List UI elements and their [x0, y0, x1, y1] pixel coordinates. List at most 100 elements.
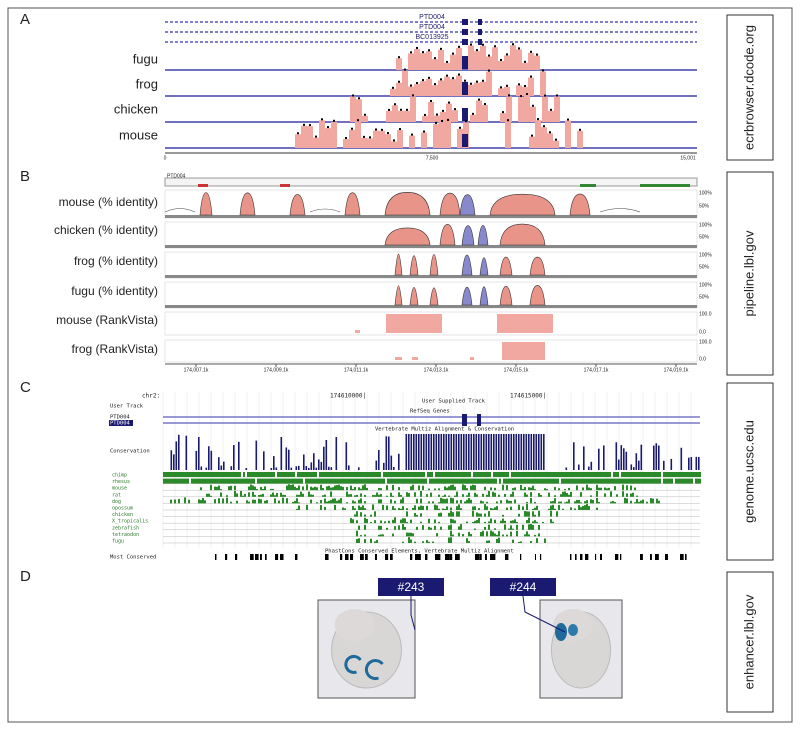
ucsc-label: X_tropicalis	[112, 519, 148, 525]
source-box	[726, 171, 774, 376]
alignment-bar	[348, 494, 350, 497]
dot	[333, 119, 335, 122]
alignment-bar	[474, 492, 476, 497]
dot	[454, 108, 456, 111]
conservation-bar	[390, 455, 393, 470]
conservation-bar	[205, 467, 208, 470]
identity-peak	[529, 285, 546, 306]
dot	[447, 118, 449, 121]
alignment-bar	[410, 539, 412, 543]
alignment-bar	[596, 484, 598, 491]
alignment-bar	[430, 492, 432, 497]
conservation-bar	[223, 461, 225, 470]
ucsc-label: User Track	[110, 404, 144, 410]
conservation-bar	[358, 467, 360, 470]
alignment-bar	[426, 539, 428, 543]
alignment-bar	[464, 501, 466, 504]
alignment-bar	[310, 486, 312, 491]
conservation-bar	[413, 434, 415, 470]
alignment-bar	[193, 478, 195, 484]
alignment-bar	[449, 478, 451, 484]
alignment-bar	[405, 472, 407, 477]
track-label: frog (RankVista)	[72, 342, 158, 356]
alignment-bar	[443, 478, 445, 484]
conservation-bar	[658, 445, 660, 470]
conserved-element	[450, 554, 453, 560]
conserved-element	[235, 554, 238, 560]
alignment-bar	[554, 508, 556, 510]
alignment-bar	[650, 498, 652, 504]
alignment-bar	[361, 478, 363, 484]
conservation-bar	[680, 447, 683, 470]
conservation-bar	[408, 434, 410, 470]
alignment-bar	[535, 478, 537, 484]
conserved-block	[420, 53, 426, 70]
alignment-bar	[334, 504, 336, 510]
dot	[506, 53, 508, 56]
alignment-bar	[323, 478, 325, 484]
alignment-bar	[314, 486, 316, 491]
conservation-bar	[603, 445, 605, 470]
alignment-bar	[470, 485, 472, 491]
dot	[508, 94, 510, 97]
alignment-bar	[526, 520, 528, 524]
alignment-bar	[555, 478, 557, 484]
conserved-element	[505, 554, 509, 560]
alignment-bar	[446, 506, 448, 510]
alignment-bar	[364, 501, 366, 504]
dot	[502, 111, 504, 114]
panel-letter: A	[20, 11, 30, 28]
alignment-bar	[229, 478, 231, 484]
conserved-element	[385, 554, 389, 560]
alignment-bar	[407, 472, 409, 477]
dot	[441, 119, 443, 122]
alignment-bar	[524, 511, 526, 517]
alignment-bar	[333, 472, 335, 477]
alignment-bar	[622, 484, 624, 491]
alignment-bar	[364, 514, 366, 517]
alignment-bar	[477, 478, 479, 484]
alignment-bar	[609, 472, 611, 477]
dot	[556, 94, 558, 97]
alignment-bar	[199, 478, 201, 484]
alignment-bar	[344, 508, 346, 510]
alignment-bar	[526, 511, 528, 517]
alignment-bar	[261, 472, 263, 477]
alignment-bar	[554, 498, 556, 504]
alignment-bar	[552, 521, 554, 524]
alignment-bar	[267, 472, 269, 477]
alignment-bar	[545, 478, 547, 484]
alignment-bar	[379, 478, 381, 484]
dot	[406, 108, 408, 111]
conserved-block	[367, 138, 373, 148]
alignment-bar	[492, 491, 494, 497]
alignment-bar	[633, 472, 635, 477]
conservation-bar	[470, 434, 473, 470]
alignment-bar	[487, 472, 489, 477]
alignment-bar	[669, 472, 671, 477]
alignment-bar	[597, 478, 599, 484]
alignment-bar	[569, 478, 571, 484]
alignment-bar	[278, 500, 280, 504]
alignment-bar	[518, 504, 520, 510]
alignment-bar	[655, 478, 657, 484]
alignment-bar	[472, 506, 474, 510]
alignment-bar	[508, 528, 510, 530]
alignment-bar	[553, 478, 555, 484]
alignment-bar	[631, 478, 633, 484]
conserved-block	[432, 85, 438, 96]
alignment-bar	[328, 485, 330, 491]
alignment-bar	[223, 472, 225, 477]
alignment-bar	[404, 526, 406, 530]
conserved-block	[355, 121, 361, 148]
alignment-bar	[444, 499, 446, 504]
dot	[482, 79, 484, 82]
lacz-stain	[568, 624, 578, 636]
alignment-bar	[438, 502, 440, 504]
alignment-bar	[548, 492, 550, 497]
alignment-bar	[503, 478, 505, 484]
alignment-bar	[434, 488, 436, 491]
alignment-bar	[531, 472, 533, 477]
track-label: chicken	[114, 101, 158, 116]
alignment-bar	[454, 520, 456, 524]
